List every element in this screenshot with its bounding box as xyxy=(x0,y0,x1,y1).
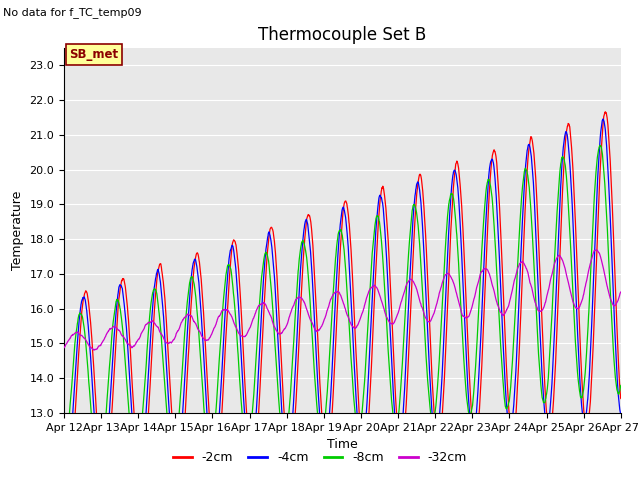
Text: No data for f_TC_temp09: No data for f_TC_temp09 xyxy=(3,7,142,18)
Y-axis label: Temperature: Temperature xyxy=(11,191,24,270)
Text: SB_met: SB_met xyxy=(70,48,118,61)
Legend: -2cm, -4cm, -8cm, -32cm: -2cm, -4cm, -8cm, -32cm xyxy=(168,446,472,469)
Title: Thermocouple Set B: Thermocouple Set B xyxy=(259,25,426,44)
X-axis label: Time: Time xyxy=(327,438,358,451)
